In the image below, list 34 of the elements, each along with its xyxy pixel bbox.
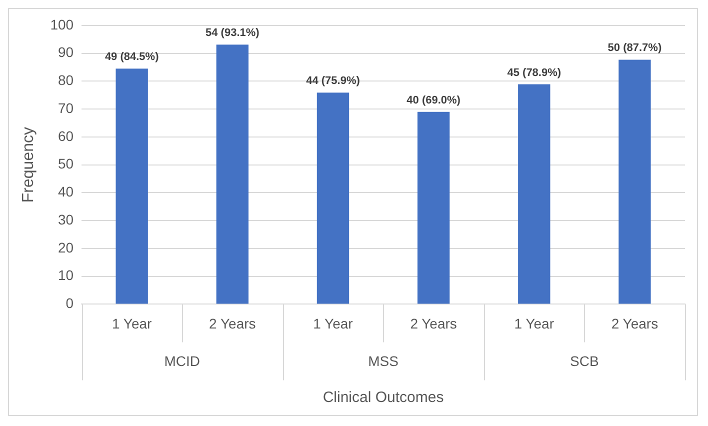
- x-axis-title: Clinical Outcomes: [322, 389, 444, 406]
- data-label: 49 (84.5%): [104, 51, 160, 64]
- x-tick-label: 2 Years: [410, 315, 457, 332]
- y-tick-label: 60: [58, 128, 74, 144]
- data-label: 40 (69.0%): [406, 94, 461, 106]
- bar: [316, 92, 350, 304]
- bar: [116, 68, 148, 304]
- x-tick-label: 1 Year: [313, 315, 354, 332]
- x-tick-label: 1 Year: [112, 315, 152, 332]
- data-label: 45 (78.9%): [507, 66, 562, 79]
- y-tick-label: 30: [58, 211, 74, 228]
- y-tick-label: 70: [58, 100, 74, 116]
- data-label: 54 (93.1%): [206, 27, 260, 40]
- y-tick-label: 0: [66, 295, 74, 312]
- x-tick-label: 2 Years: [611, 315, 658, 332]
- bar: [518, 84, 550, 304]
- x-tick-label: 1 Year: [514, 315, 554, 332]
- text: MCID: [164, 353, 200, 370]
- y-tick-label: 40: [58, 184, 74, 200]
- y-axis-title: Frequency: [20, 127, 38, 203]
- y-tick-label: 100: [50, 16, 74, 32]
- y-tick-label: 80: [58, 72, 74, 88]
- y-tick-label: 90: [58, 44, 74, 60]
- y-tick-label: 20: [58, 239, 74, 256]
- y-tick-label: 50: [58, 156, 74, 172]
- bar: [618, 60, 651, 304]
- bar: [216, 44, 249, 304]
- text: MSS: [368, 353, 398, 370]
- y-tick-label: 10: [58, 267, 74, 284]
- x-tick-label: 2 Years: [209, 315, 256, 332]
- data-label: 44 (75.9%): [306, 75, 360, 88]
- text: SCB: [570, 353, 599, 370]
- bar: [417, 112, 450, 304]
- data-label: 50 (87.7%): [608, 42, 662, 54]
